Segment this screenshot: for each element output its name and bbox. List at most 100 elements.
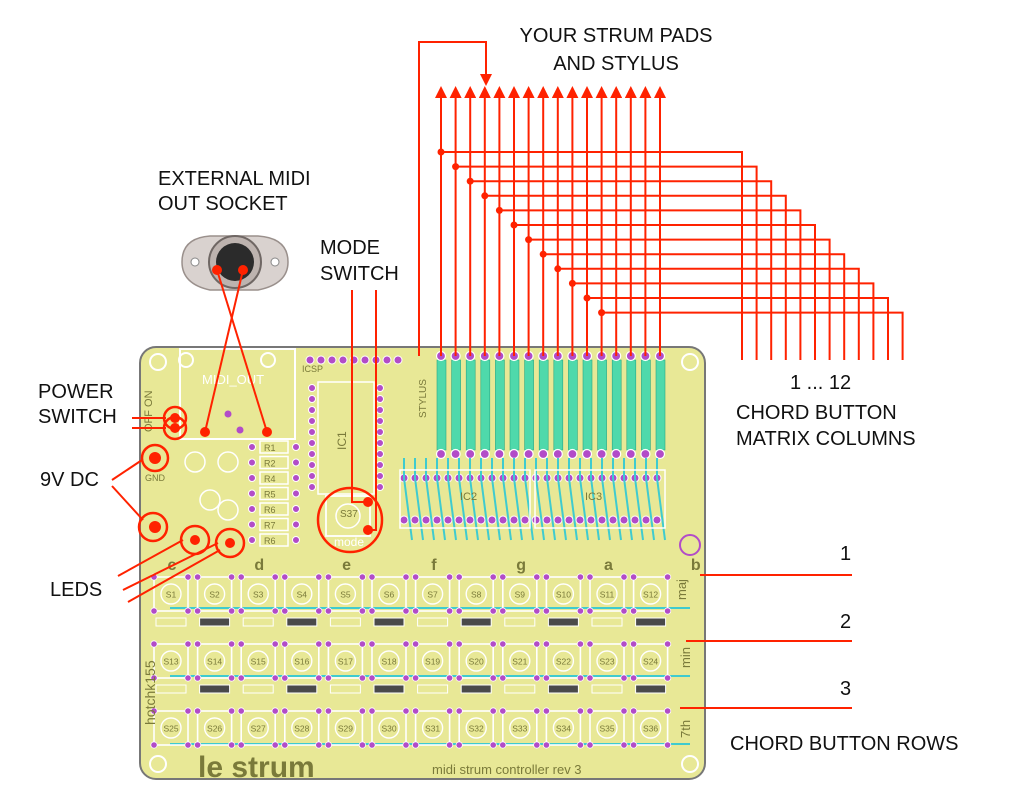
strum-pad [582, 359, 593, 451]
switch-pin [194, 707, 202, 715]
header-pin [305, 355, 315, 365]
trace [436, 477, 446, 541]
switch-pin [324, 741, 332, 749]
trace [546, 477, 556, 541]
switch-actuator [203, 717, 226, 739]
switch-outline [371, 710, 407, 746]
wiring [111, 41, 904, 709]
ic1-pin [376, 417, 384, 425]
ic1-pin [376, 439, 384, 447]
ic-pin [465, 515, 475, 525]
midi-pin [224, 410, 232, 418]
ic-pin [487, 515, 497, 525]
switch-pin [455, 674, 463, 682]
trace [414, 477, 424, 541]
row-number-3: 3 [840, 678, 852, 700]
diode [329, 684, 361, 694]
midi-wire [204, 269, 244, 433]
matrix-column-wire [455, 165, 758, 360]
switch-pin [586, 607, 594, 615]
strum-pad [480, 359, 491, 451]
trace [447, 477, 457, 541]
row-tag-7th: 7th [678, 720, 693, 738]
diode [547, 684, 579, 694]
switch-outline [632, 643, 669, 679]
matrix-column-wire [572, 282, 875, 360]
trace [535, 477, 545, 541]
ic-pin [553, 515, 563, 525]
resistor-pin [248, 489, 256, 498]
header-pin [360, 355, 370, 365]
diode [591, 684, 623, 694]
switch-pin [358, 707, 366, 715]
switch-label: S16 [294, 657, 309, 667]
diode [155, 617, 187, 627]
switch-pin [542, 607, 551, 615]
switch-pin [445, 607, 454, 615]
switch-label: S9 [515, 590, 526, 600]
switch-pin [315, 640, 323, 648]
switch-outline [240, 643, 276, 679]
ic1-pin [308, 450, 316, 458]
board-components: R1 R2 R4 R5 R6 R7 R6 [178, 352, 701, 556]
switch-pin [358, 640, 366, 648]
pad-via [523, 448, 534, 460]
strum-pad [655, 359, 666, 451]
switch-label: S29 [338, 724, 353, 734]
pad-via [479, 448, 490, 460]
trace [480, 477, 490, 541]
trace [557, 477, 567, 541]
switch-actuator [552, 650, 575, 672]
diode [417, 684, 449, 694]
switch-actuator [334, 650, 357, 672]
ic1-pin [376, 472, 384, 480]
switch-actuator [465, 583, 487, 605]
header-pin [393, 355, 403, 365]
row-tag-min: min [678, 647, 693, 668]
switch-pin [194, 607, 202, 615]
header-pin [316, 355, 326, 365]
switch-pin [533, 607, 541, 615]
ic-pin [542, 515, 552, 525]
switch-actuator [639, 717, 662, 739]
dc-pointer [111, 485, 144, 521]
strum-pad [524, 359, 534, 451]
strum-pads-label-line1: YOUR STRUM PADS [519, 25, 713, 47]
ic1-silk: IC1 [335, 431, 349, 450]
ic-pin [509, 515, 519, 525]
diode [329, 617, 361, 627]
trace [645, 477, 655, 541]
dc-pointer [111, 459, 143, 481]
ic3-outline [534, 469, 666, 529]
ic-pin [531, 515, 541, 525]
switch-pin [237, 674, 245, 682]
switch-pin [663, 707, 672, 715]
switch-label: S27 [251, 724, 266, 734]
switch-pin [150, 607, 158, 615]
switch-pin [445, 707, 454, 715]
switch-outline [589, 643, 625, 679]
resistor-label: R4 [264, 474, 276, 484]
ic1-pin [308, 483, 316, 491]
ic1-pin [308, 384, 316, 392]
switch-label: S34 [556, 724, 571, 734]
ic-pin [498, 515, 508, 525]
switch-pin [411, 674, 420, 682]
pad-via [625, 448, 636, 460]
matrix-column-wire [514, 224, 816, 360]
pad-via [450, 448, 461, 460]
switch-pin [455, 573, 463, 581]
switch-pin [368, 573, 376, 581]
switch-pin [489, 640, 497, 648]
switch-actuator [160, 717, 182, 739]
switch-pin [663, 607, 672, 615]
switch-outline [545, 576, 582, 612]
strum-pad [465, 359, 476, 451]
switch-pin [620, 707, 628, 715]
mode-silk: mode [334, 535, 364, 549]
switch-pin [184, 607, 192, 615]
switch-label: S32 [469, 724, 484, 734]
diode [547, 617, 579, 627]
resistor-pin [292, 443, 300, 451]
ic1-pin [376, 450, 384, 458]
